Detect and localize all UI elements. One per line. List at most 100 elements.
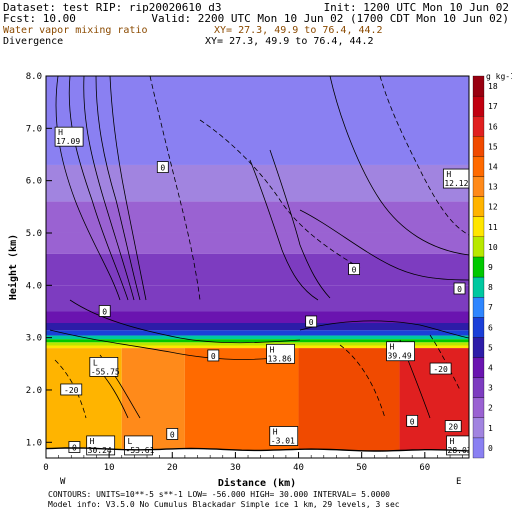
colorbar-level-label: 5 [488, 343, 493, 352]
contour-line [299, 209, 469, 281]
contour-label: 0 [156, 161, 169, 173]
colorbar-swatch [472, 95, 485, 117]
extremum-value: 17.09 [56, 137, 80, 146]
contour-line [109, 76, 147, 301]
boundary-layer-segment [298, 348, 400, 458]
colorbar-level-label: 17 [488, 102, 498, 111]
colorbar-swatch [472, 236, 485, 258]
valid-label: Valid: 2200 UTC Mon 10 Jun 02 (1700 CDT … [151, 12, 509, 25]
colorbar-level-label: 2 [488, 404, 493, 413]
colorbar-level-label: 15 [488, 142, 498, 151]
contour-line [95, 76, 141, 301]
contour-label: 0 [207, 349, 220, 362]
contour-line [149, 76, 201, 301]
contour-line [199, 119, 361, 269]
moisture-layer [46, 164, 469, 202]
moisture-layer [46, 342, 469, 346]
extremum-marker: H13.86 [266, 343, 295, 364]
contour-label-text: -20 [433, 365, 448, 374]
contour-label-text: 0 [160, 164, 165, 173]
moisture-layer [46, 232, 469, 254]
extremum-marker: H30.24 [86, 435, 116, 456]
colorbar-level-label: 7 [488, 303, 493, 312]
extremum-kind: H [90, 437, 95, 446]
x-tick-label: 30 [230, 463, 241, 473]
colorbar-swatch [472, 176, 485, 197]
extremum-kind: L [93, 358, 98, 367]
colorbar-swatch [472, 377, 485, 398]
x-tick-label: 20 [167, 463, 178, 473]
contour-label: 0 [348, 263, 360, 276]
model-info: Model info: V3.5.0 No Cumulus Blackadar … [48, 500, 400, 509]
colorbar-level-label: 8 [488, 283, 493, 292]
contour-line [269, 149, 331, 299]
y-tick-label: 5.0 [26, 229, 42, 239]
y-tick-label: 1.0 [26, 438, 42, 448]
x-axis-title: Distance (km) [218, 477, 296, 489]
colorbar-unit: g kg-1 [486, 72, 512, 81]
plot-frame [45, 75, 470, 459]
extremum-kind: H [390, 343, 395, 352]
extremum-kind: H [450, 437, 455, 446]
moisture-layer [46, 345, 469, 349]
colorbar-level-label: 6 [488, 323, 493, 332]
colorbar-swatch [472, 196, 485, 217]
contour-line [249, 159, 319, 301]
colorbar-swatch [472, 397, 485, 418]
extremum-value: -55.75 [91, 367, 120, 376]
moisture-layer [46, 253, 469, 286]
colorbar-level-label: 3 [488, 384, 493, 393]
colorbar-swatch [472, 116, 485, 137]
colorbar-swatch [472, 357, 485, 378]
x-tick-label: 40 [293, 463, 304, 473]
contour-line [329, 76, 469, 256]
x-start-label: W [60, 477, 66, 487]
contour-label-text: 0 [457, 285, 462, 294]
fcst-label: Fcst: 10.00 [3, 12, 76, 25]
contour-label-text: 0 [309, 318, 314, 327]
contour-line [83, 76, 135, 301]
contour-label-text: 0 [170, 430, 175, 439]
contour-line [49, 329, 291, 360]
extremum-kind: L [128, 437, 133, 446]
x-tick-label: 50 [356, 463, 367, 473]
colorbar-level-label: 12 [488, 203, 498, 212]
colorbar-swatch [472, 75, 485, 97]
colorbar-swatch [472, 437, 485, 459]
colorbar-swatch [472, 156, 485, 177]
plot-area: H17.09H12.12L-55.75H13.86H39.49H-3.01H30… [46, 76, 469, 458]
extremum-value: 30.24 [88, 446, 112, 455]
extremum-marker: L-53.61 [124, 435, 155, 456]
moisture-layer [46, 330, 469, 336]
contour-label-text: 0 [410, 417, 415, 426]
contour-info: CONTOURS: UNITS=10**-5 s**-1 LOW= -56.00… [48, 490, 390, 499]
colorbar-level-label: 9 [488, 263, 493, 272]
colorbar-swatch [472, 297, 485, 318]
contour-label: 0 [166, 428, 179, 440]
contour-label: -20 [429, 362, 452, 375]
colorbar-swatch [472, 216, 485, 237]
contour-label: -20 [60, 383, 83, 396]
contour-label: 0 [98, 305, 111, 317]
colorbar-level-label: 13 [488, 183, 498, 192]
colorbar-swatch [472, 417, 485, 439]
contour-label: 20 [444, 420, 462, 433]
colorbar-swatch [472, 256, 485, 278]
y-tick-label: 4.0 [26, 281, 42, 291]
extremum-marker: H17.09 [54, 126, 84, 147]
contour-label-text: 0 [352, 266, 357, 275]
colorbar-level-label: 16 [488, 122, 498, 131]
extremum-kind: H [446, 170, 451, 179]
moisture-layer [46, 201, 469, 233]
field2-xy: XY= 27.3, 49.9 to 76.4, 44.2 [205, 36, 374, 47]
extremum-marker: H39.49 [386, 341, 415, 362]
init-label: Init: 1200 UTC Mon 10 Jun 02 [324, 1, 509, 14]
y-tick-label: 6.0 [26, 177, 42, 187]
colorbar-level-label: 14 [488, 162, 498, 171]
contour-label: 0 [406, 414, 419, 427]
dataset-label: Dataset: test RIP: rip20020610 d3 [3, 1, 222, 14]
contour-line [68, 76, 129, 301]
moisture-layer [46, 311, 469, 323]
extremum-value: 12.12 [444, 179, 468, 188]
